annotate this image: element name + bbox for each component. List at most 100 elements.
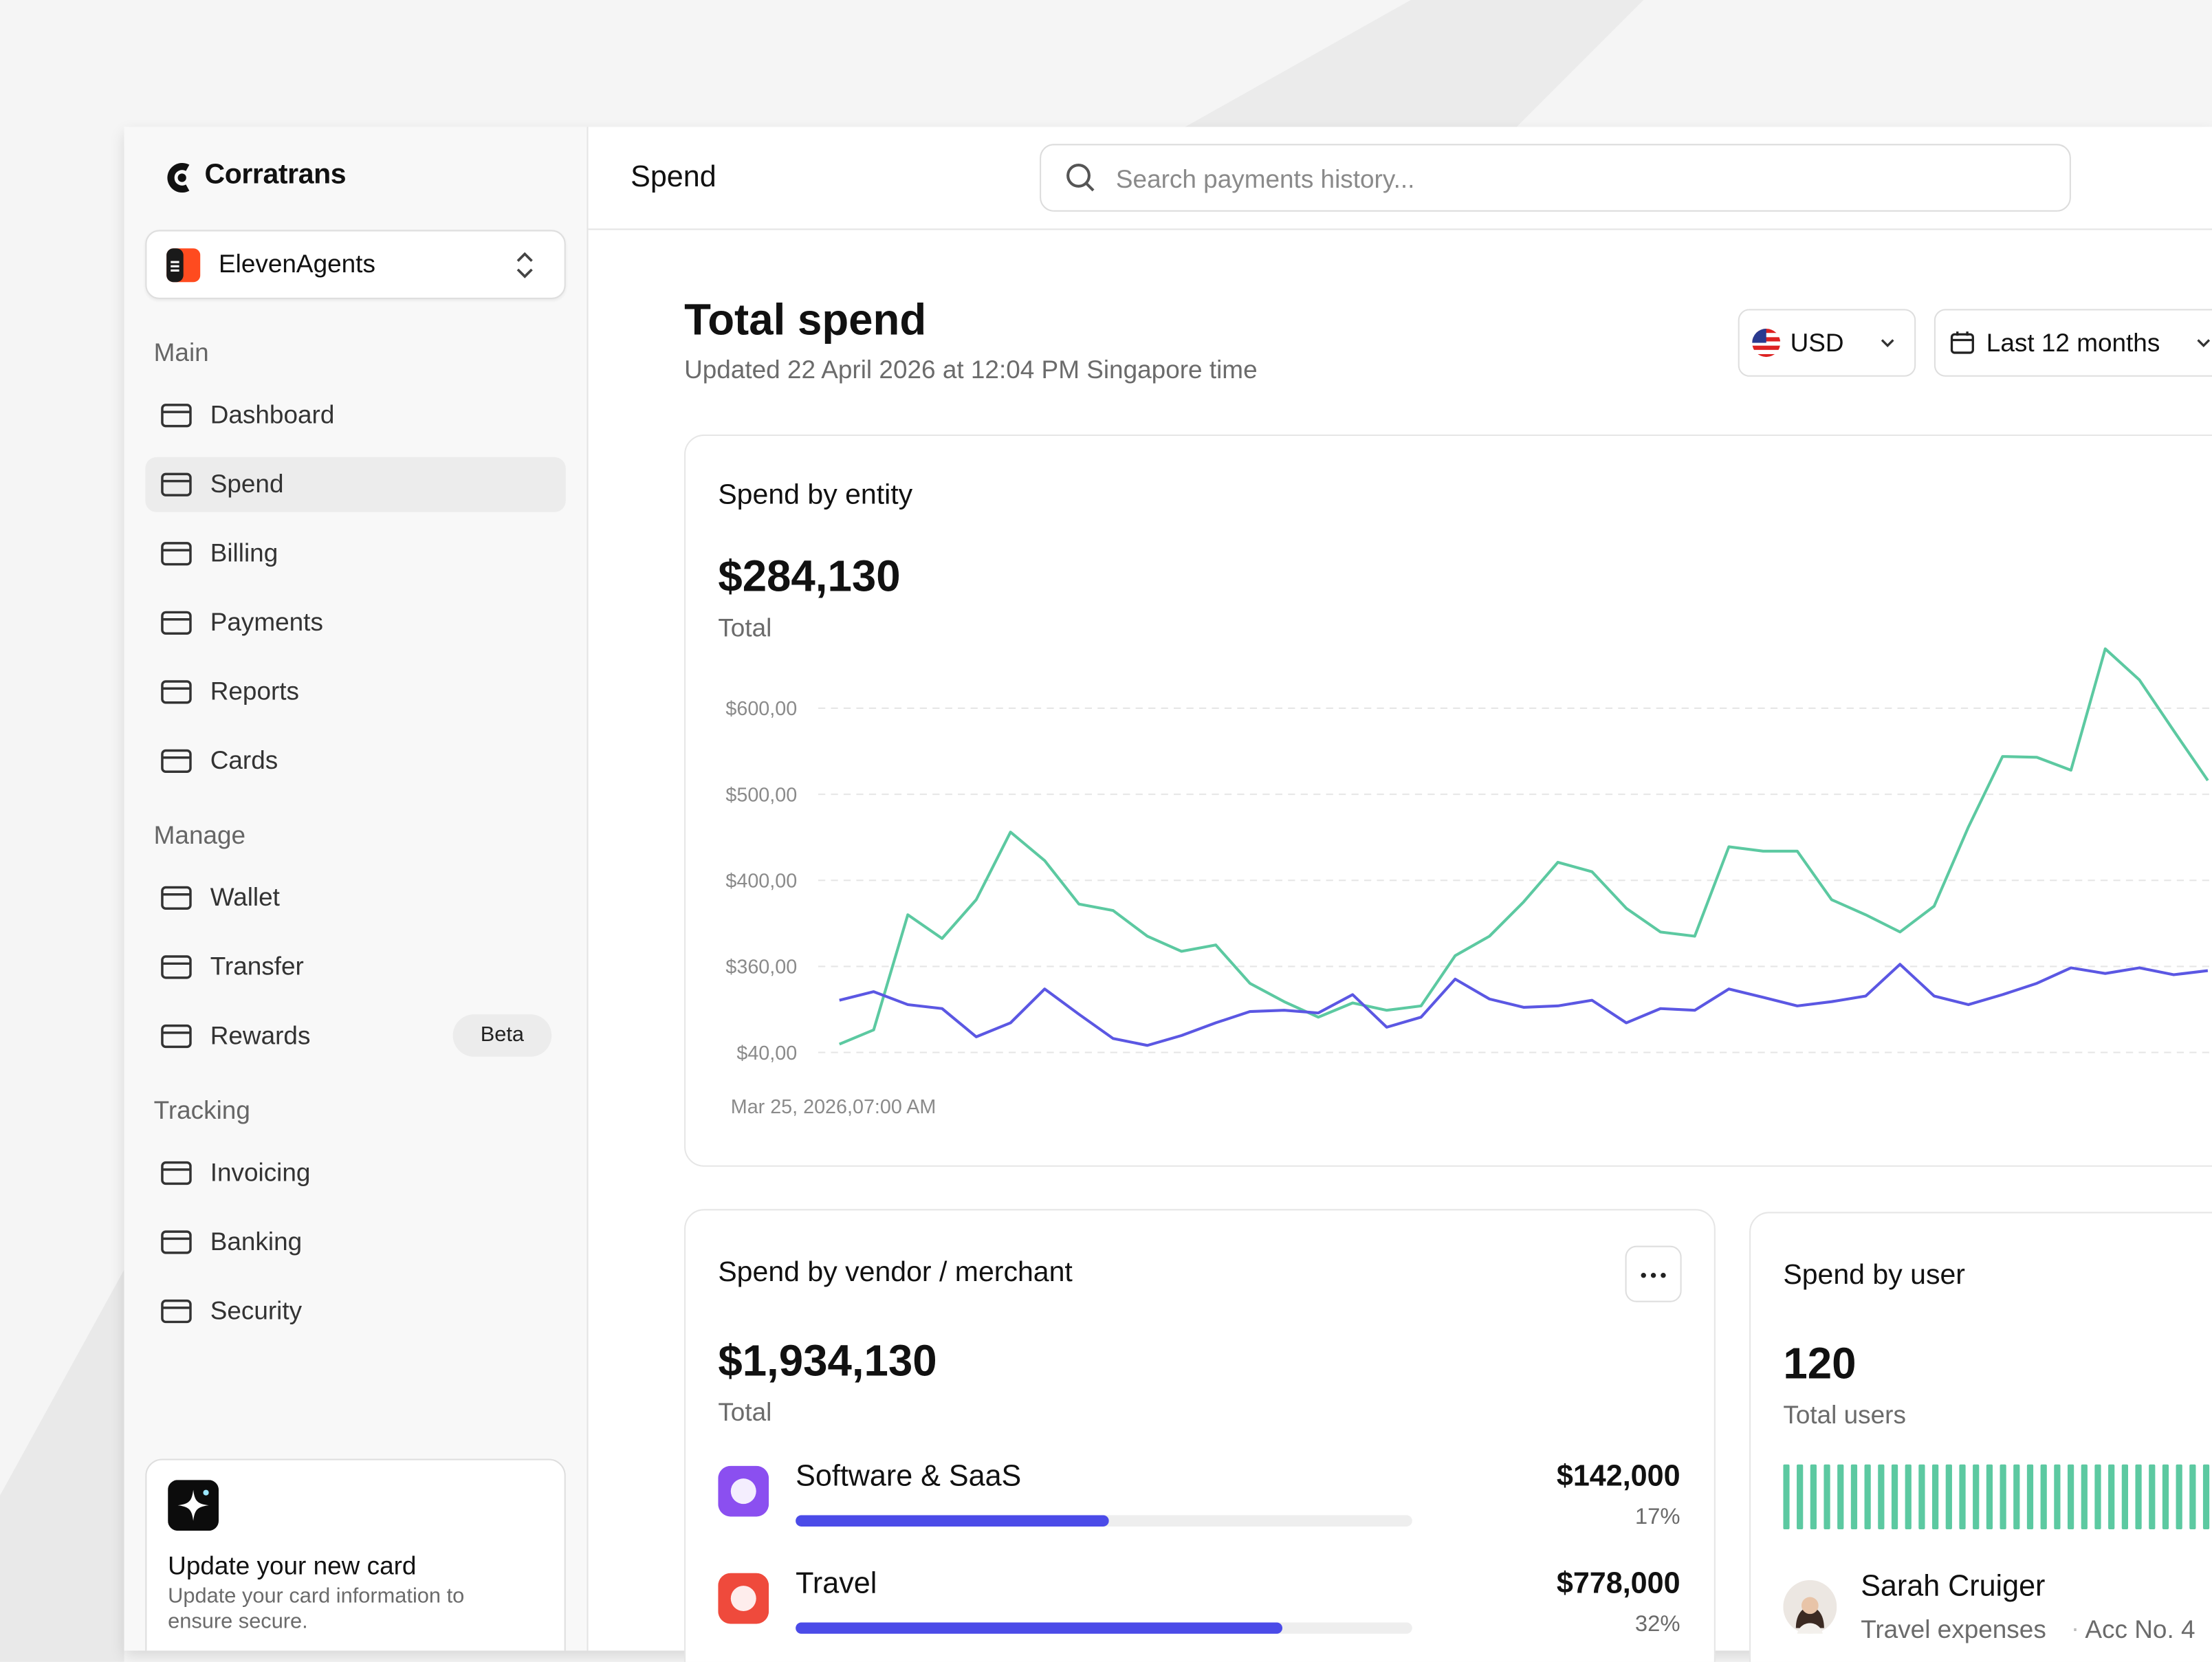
nav-item[interactable]: Reports — [145, 664, 565, 719]
card-total: 120 — [1783, 1339, 1857, 1388]
header-title: Spend — [631, 160, 716, 194]
nav-label: Reports — [210, 677, 300, 706]
nav-label: Security — [210, 1296, 303, 1325]
nav-item[interactable]: Billing — [145, 526, 565, 581]
activity-bar — [2081, 1464, 2088, 1530]
flag-icon — [1752, 329, 1781, 358]
search-placeholder: Search payments history... — [1115, 165, 1415, 194]
more-button[interactable] — [1625, 1245, 1682, 1302]
header: Spend Search payments history... — [588, 127, 2212, 230]
dots-icon — [1641, 1273, 1666, 1278]
nav-label: Cards — [210, 746, 278, 775]
nav-item[interactable]: Rewards Beta — [145, 1009, 565, 1064]
nav-icon — [161, 955, 192, 979]
nav-item[interactable]: Invoicing — [145, 1146, 565, 1201]
series-line — [839, 963, 2209, 1047]
activity-bar — [1973, 1464, 1980, 1530]
activity-bar — [1945, 1464, 1952, 1530]
workspace-logo — [166, 248, 201, 283]
separator: · — [2070, 1614, 2080, 1643]
icon-shape — [161, 1161, 192, 1185]
progress-fill — [796, 1622, 1282, 1634]
progress-track — [796, 1515, 1412, 1527]
activity-bar — [1891, 1464, 1898, 1530]
range-label: Last 12 months — [1986, 329, 2160, 358]
nav-label: Wallet — [210, 883, 280, 912]
user-name: Sarah Cruiger — [1861, 1570, 2046, 1603]
nav-icon — [161, 1024, 192, 1049]
activity-bar — [2189, 1464, 2196, 1530]
activity-bar — [1797, 1464, 1804, 1530]
vendor-icon — [718, 1465, 769, 1517]
nav-item[interactable]: Banking — [145, 1215, 565, 1270]
nav-item[interactable]: Cards — [145, 734, 565, 789]
nav-icon — [161, 1161, 192, 1185]
activity-bar — [1783, 1464, 1790, 1530]
icon-shape — [161, 955, 192, 979]
activity-bar — [1824, 1464, 1830, 1530]
nav-label: Rewards — [210, 1021, 311, 1050]
promo-icon — [168, 1480, 219, 1531]
user-account: Acc No. 4 — [2085, 1615, 2195, 1644]
nav-label: Banking — [210, 1227, 303, 1256]
vendor-share: 17% — [1634, 1505, 1680, 1530]
brand-name: Corratrans — [204, 159, 347, 190]
activity-bar — [2135, 1464, 2142, 1530]
nav-item[interactable]: Wallet — [145, 871, 565, 926]
vendor-share: 32% — [1634, 1612, 1680, 1637]
range-select[interactable]: Last 12 months — [1934, 309, 2212, 377]
currency-select[interactable]: USD — [1738, 309, 1916, 377]
nav-icon — [161, 542, 192, 566]
nav-label: Payments — [210, 608, 323, 637]
card-title: Spend by vendor / merchant — [718, 1257, 1073, 1289]
progress-track — [796, 1622, 1412, 1634]
workspace-switcher[interactable]: ElevenAgents — [145, 230, 566, 299]
nav-item[interactable]: Transfer — [145, 939, 565, 994]
nav-icon — [161, 611, 192, 635]
nav-icon — [161, 749, 192, 774]
promo-title: Update your new card — [168, 1551, 417, 1580]
nav-badge: Beta — [452, 1014, 552, 1057]
activity-bar — [2000, 1464, 2006, 1530]
card-title: Spend by user — [1783, 1260, 1965, 1291]
nav-item[interactable]: Spend — [145, 457, 566, 512]
icon-shape — [161, 749, 192, 774]
sidebar: Corratrans ElevenAgents Main Dashboard Spe… — [124, 127, 589, 1651]
nav-item[interactable]: Security — [145, 1284, 565, 1339]
icon-shape — [161, 542, 192, 566]
icon-shape — [730, 1478, 756, 1505]
user-card: Spend by user 120 Total users Sarah Crui… — [1749, 1212, 2212, 1662]
brand-logo — [167, 163, 190, 193]
promo-card: Update your new card Update your card in… — [145, 1458, 566, 1651]
activity-bar — [1850, 1464, 1858, 1530]
activity-bar — [1918, 1464, 1925, 1530]
activity-bar — [2162, 1464, 2169, 1530]
vendor-amount: $142,000 — [1556, 1460, 1680, 1493]
nav-item[interactable]: Payments — [145, 595, 565, 650]
page-title: Total spend — [684, 294, 927, 345]
y-tick-label: $40,00 — [736, 1042, 797, 1064]
activity-bar — [2026, 1464, 2034, 1530]
y-tick-label: $360,00 — [725, 956, 797, 978]
x-tick-label: Mar 25, 2026,07:00 AM — [731, 1096, 937, 1118]
nav-icon — [161, 680, 192, 704]
icon-shape — [161, 1230, 192, 1254]
workspace-name: ElevenAgents — [219, 250, 375, 278]
nav-item[interactable]: Dashboard — [145, 388, 565, 443]
icon-shape — [161, 472, 192, 496]
vendor-name: Travel — [796, 1567, 877, 1600]
activity-bar — [1810, 1464, 1817, 1530]
activity-bar — [2176, 1464, 2182, 1530]
nav-label: Spend — [210, 470, 284, 499]
activity-bar — [2202, 1464, 2210, 1530]
nav-label: Billing — [210, 538, 278, 567]
icon-shape — [161, 611, 192, 635]
chevron-down — [1881, 339, 1894, 347]
card-total-label: Total users — [1783, 1401, 1906, 1430]
nav-icon — [161, 472, 192, 496]
chevron-updown — [516, 252, 533, 278]
activity-bar — [2013, 1464, 2020, 1530]
search-box[interactable]: Search payments history... — [1040, 144, 2071, 212]
